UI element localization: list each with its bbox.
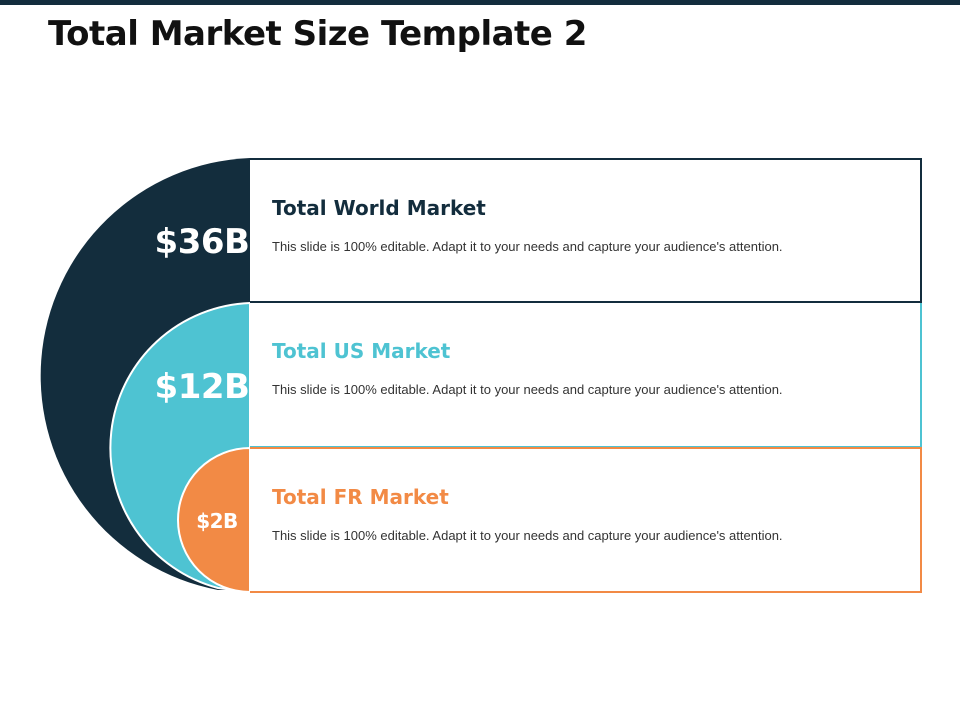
fr-market-box: Total FR Market This slide is 100% edita… <box>250 447 922 593</box>
fr-market-circle <box>177 446 251 594</box>
us-market-box: Total US Market This slide is 100% edita… <box>250 303 922 448</box>
world-market-description: This slide is 100% editable. Adapt it to… <box>272 239 783 254</box>
page-title: Total Market Size Template 2 <box>48 14 587 54</box>
us-market-value: $12B <box>154 367 250 407</box>
fr-market-value: $2B <box>196 509 238 533</box>
us-market-heading: Total US Market <box>272 339 451 363</box>
world-market-heading: Total World Market <box>272 196 486 220</box>
fr-market-description: This slide is 100% editable. Adapt it to… <box>272 528 783 543</box>
top-bar <box>0 0 960 5</box>
world-market-box: Total World Market This slide is 100% ed… <box>250 158 922 303</box>
world-market-value: $36B <box>154 222 250 262</box>
fr-market-heading: Total FR Market <box>272 485 449 509</box>
us-market-description: This slide is 100% editable. Adapt it to… <box>272 382 783 397</box>
